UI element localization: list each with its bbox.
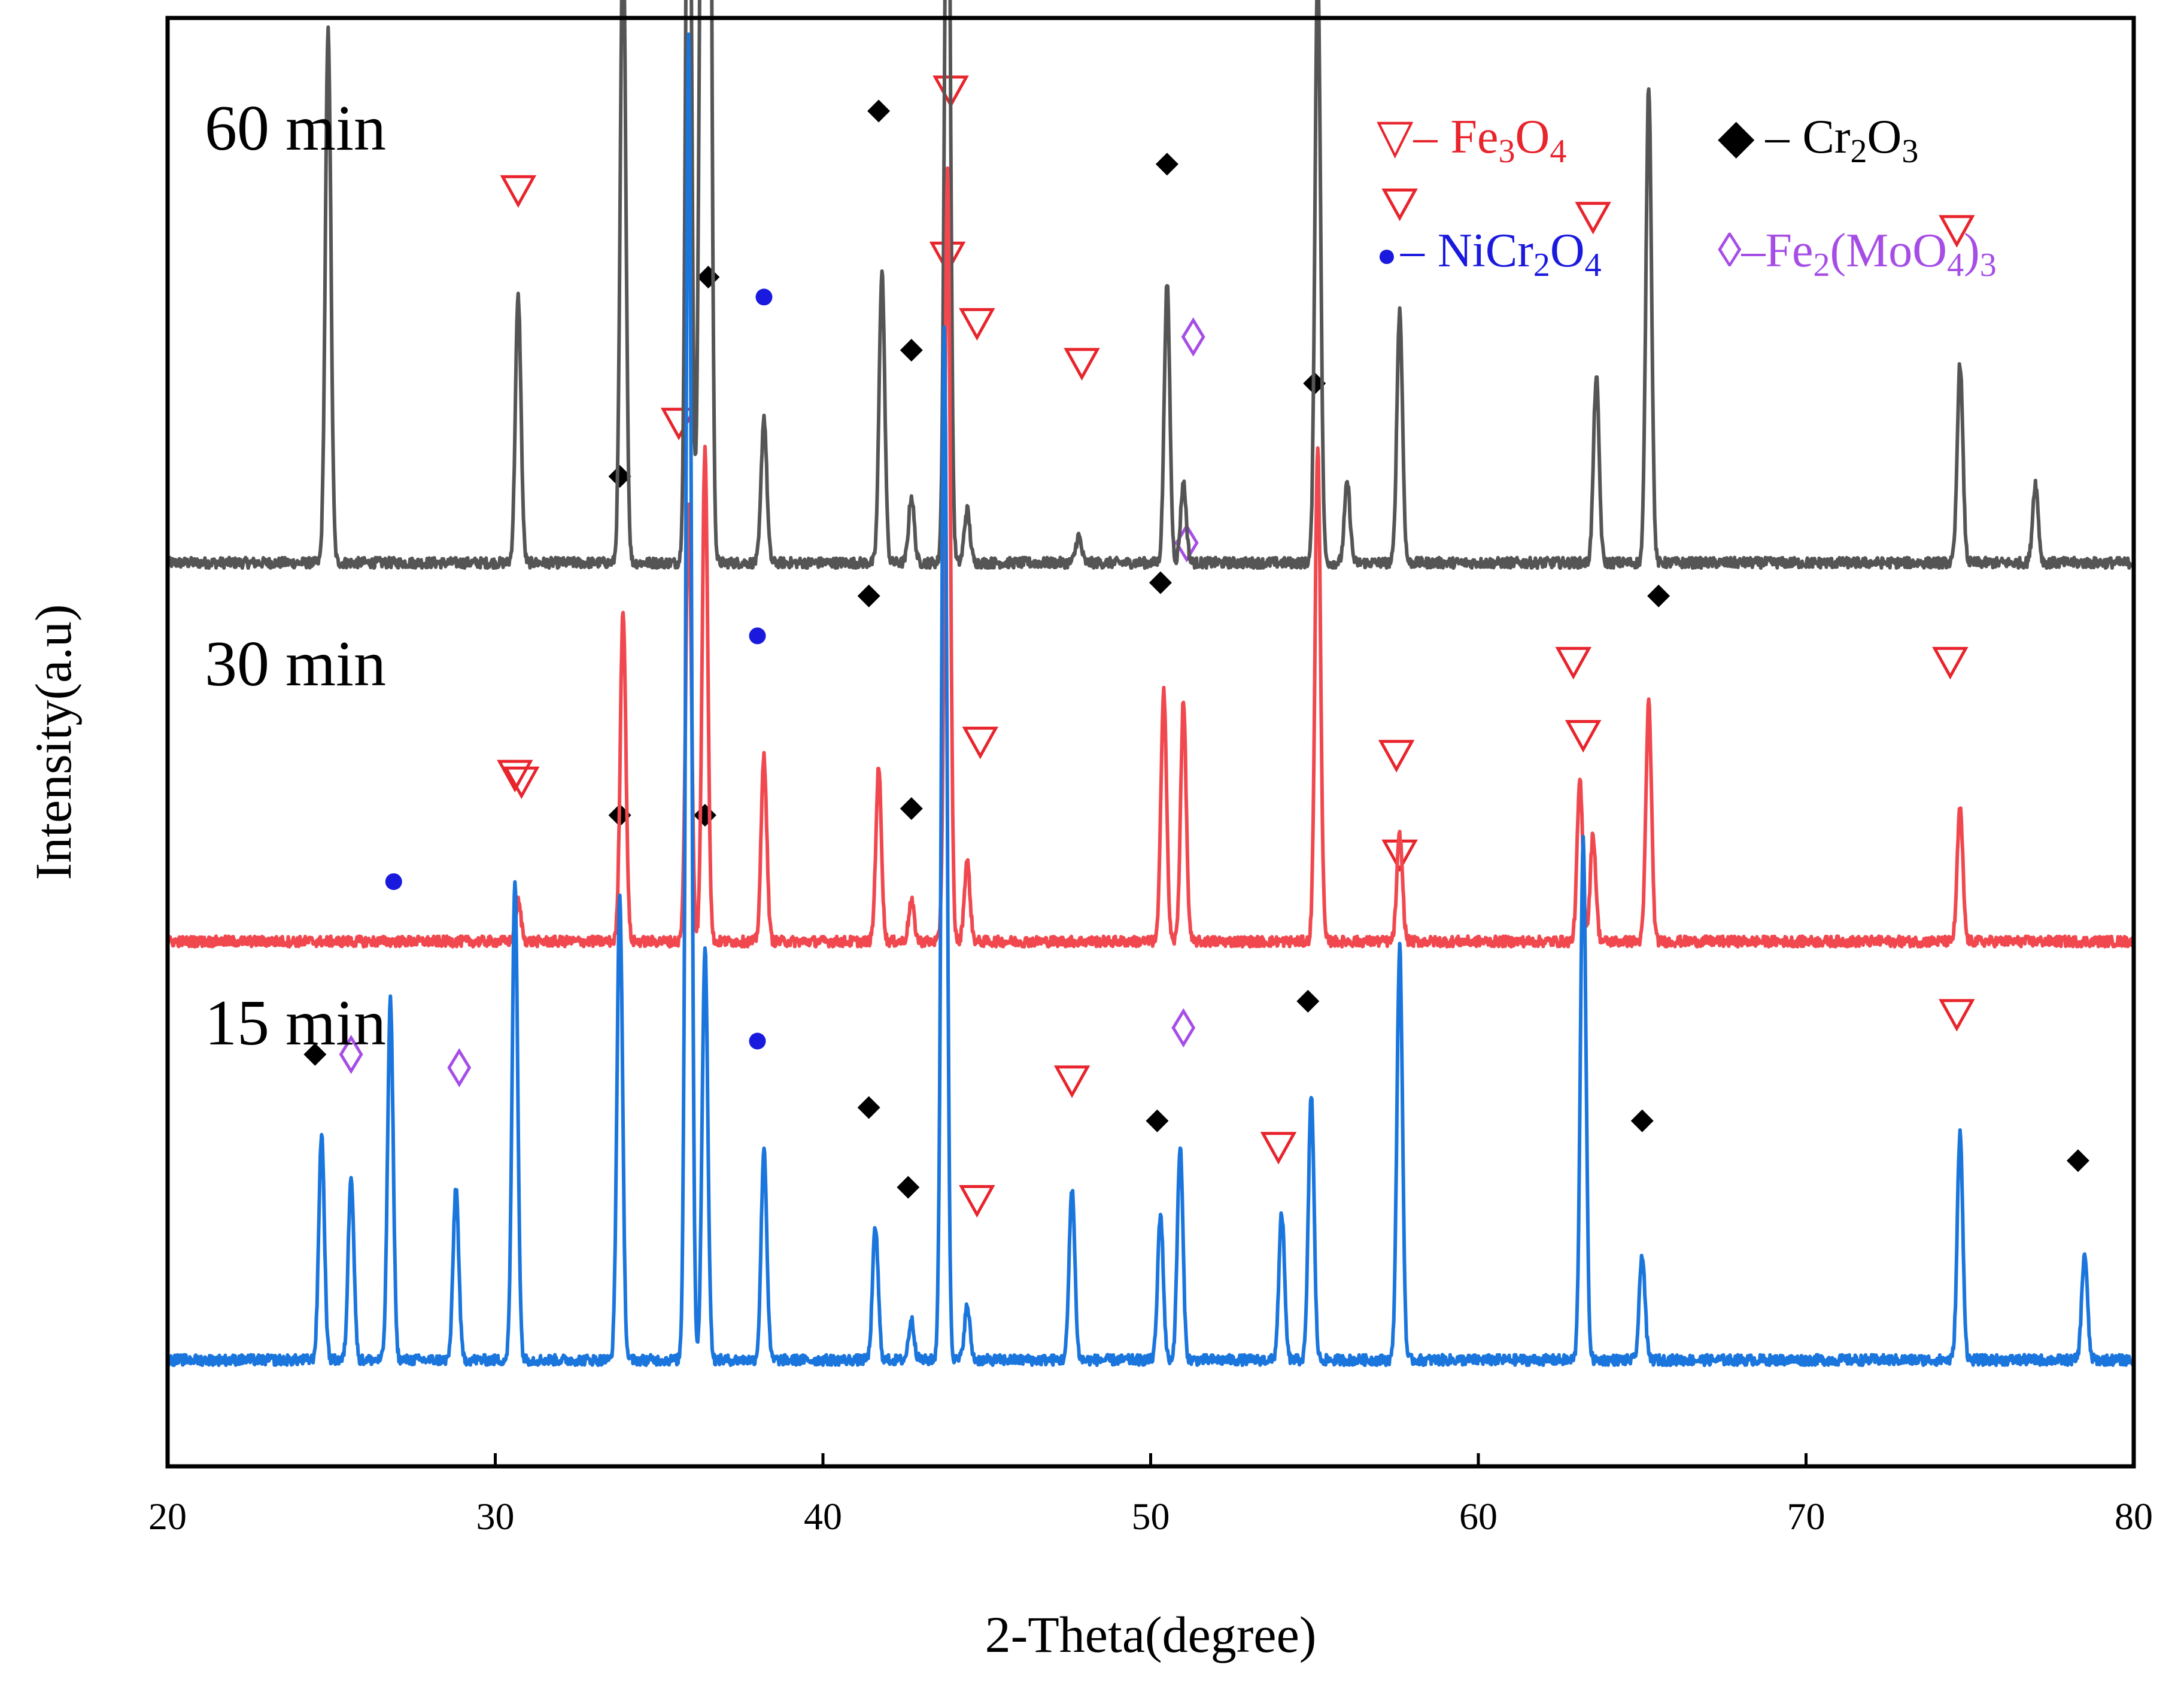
fe3o4-marker-icon: [1932, 646, 1969, 680]
nicr2o4-marker-icon: [749, 1032, 766, 1050]
fe3o4-marker-icon: [1381, 189, 1418, 221]
legend-subscript: 2: [1533, 247, 1550, 284]
cr2o3-marker-icon: [857, 584, 880, 607]
cr2o3-marker-icon: [1296, 989, 1320, 1013]
legend-subscript: 3: [1499, 133, 1515, 170]
x-tick-label: 30: [476, 1495, 515, 1538]
series-line-60-min: [166, 0, 2136, 570]
legend-subscript: 4: [1550, 133, 1566, 170]
fe3o4-marker-icon: [1939, 999, 1975, 1032]
legend-fe2moo43: ◊–Fe2(MoO4)3: [1718, 224, 1997, 284]
x-tick-label: 80: [2115, 1495, 2153, 1538]
fe3o4-marker-icon: [1378, 740, 1415, 773]
cr2o3-marker-icon: [900, 797, 923, 820]
cr2o3-marker-icon: [867, 99, 891, 123]
legend-text: ): [1964, 224, 1980, 277]
fe3o4-marker-icon: [503, 766, 540, 800]
legend-subscript: 3: [1901, 133, 1918, 170]
legend-dash: –: [1413, 111, 1438, 163]
x-tick-label: 70: [1787, 1495, 1825, 1538]
legend-dash: –: [1765, 111, 1790, 163]
cr2o3-marker-icon: [693, 804, 716, 827]
cr2o3-marker-icon: [1647, 584, 1670, 607]
series-line-15-min: [166, 32, 2136, 1368]
fe3o4-marker-icon: [962, 727, 999, 760]
cr2o3-marker-icon: [697, 266, 720, 288]
lozenge-icon: ◊: [1718, 224, 1742, 277]
legend-text: O: [1550, 224, 1585, 277]
x-tick-label: 50: [1132, 1495, 1170, 1538]
legend-subscript: 3: [1980, 247, 1997, 284]
series-lines: [166, 0, 2136, 1368]
legend-subscript: 2: [1851, 133, 1867, 170]
cr2o3-marker-icon: [1630, 1109, 1654, 1132]
legend-text: Cr: [1803, 111, 1851, 163]
x-axis-title: 2-Theta(degree): [985, 1606, 1317, 1663]
nicr2o4-marker-icon: [385, 873, 402, 891]
legend-subscript: 2: [1814, 247, 1830, 284]
fe2moo43-marker-icon: [1171, 1008, 1196, 1048]
legend-dash: –: [1741, 224, 1766, 277]
cr2o3-marker-icon: [897, 1175, 920, 1199]
nicr2o4-marker-icon: [749, 627, 766, 645]
legend-subscript: 4: [1947, 247, 1964, 284]
cr2o3-marker-icon: [1146, 1109, 1169, 1132]
fe3o4-marker-icon: [1260, 1132, 1297, 1165]
fe3o4-marker-icon: [1064, 348, 1100, 381]
series-line-30-min: [166, 166, 2136, 949]
fe2moo43-marker-icon: [447, 1048, 472, 1087]
fe3o4-marker-icon: [497, 760, 533, 793]
legend-text: O: [1867, 111, 1902, 163]
cr2o3-marker-icon: [857, 1096, 880, 1119]
cr2o3-marker-icon: [900, 339, 923, 362]
legend-nicr2o4: ●– NiCr2O4: [1377, 224, 1602, 284]
legend-text: NiCr: [1438, 224, 1533, 277]
fe3o4-marker-icon: [500, 175, 537, 208]
fe3o4-marker-icon: [1053, 1065, 1091, 1098]
fe3o4-marker-icon: [1939, 215, 1975, 248]
fe3o4-marker-icon: [1565, 720, 1602, 753]
circle-icon: ●: [1377, 237, 1397, 274]
nicr2o4-marker-icon: [755, 288, 773, 306]
legend-text: Fe: [1451, 111, 1499, 163]
cr2o3-marker-icon: [2066, 1149, 2089, 1172]
fe2moo43-marker-icon: [339, 1034, 363, 1074]
legend-text: Fe: [1766, 224, 1814, 277]
cr2o3-marker-icon: [1155, 153, 1178, 176]
series-label-60-min: 60 min: [205, 93, 386, 164]
phase-markers: [303, 75, 2089, 1218]
series-label-15-min: 15 min: [205, 988, 386, 1059]
x-tick-label: 40: [804, 1495, 842, 1538]
fe3o4-marker-icon: [1555, 646, 1592, 680]
legend-cr2o3: ◆ – Cr2O3: [1718, 111, 1918, 170]
x-tick-label: 20: [148, 1495, 187, 1538]
y-axis-title: Intensity(a.u): [25, 604, 82, 880]
legend-text: (MoO: [1830, 224, 1948, 277]
fe2moo43-marker-icon: [1181, 317, 1205, 357]
legend: ▽– Fe3O4 ◆ – Cr2O3 ●– NiCr2O4 ◊–Fe2(MoO4)3: [1377, 111, 1997, 284]
diamond-icon: ◆: [1718, 111, 1755, 163]
fe3o4-marker-icon: [959, 308, 995, 341]
fe3o4-marker-icon: [1575, 202, 1611, 235]
fe3o4-marker-icon: [959, 1185, 995, 1218]
cr2o3-marker-icon: [303, 1043, 327, 1066]
cr2o3-marker-icon: [608, 465, 631, 488]
legend-fe3o4: ▽– Fe3O4: [1377, 111, 1566, 170]
x-axis-ticks: 20 30 40 50 60 70 80: [148, 1453, 2153, 1538]
legend-subscript: 4: [1585, 247, 1602, 284]
legend-text: O: [1515, 111, 1550, 163]
cr2o3-marker-icon: [1149, 571, 1172, 594]
series-label-30-min: 30 min: [205, 628, 386, 700]
x-tick-label: 60: [1459, 1495, 1497, 1538]
legend-dash: –: [1400, 224, 1425, 277]
triangle-icon: ▽: [1377, 111, 1414, 163]
